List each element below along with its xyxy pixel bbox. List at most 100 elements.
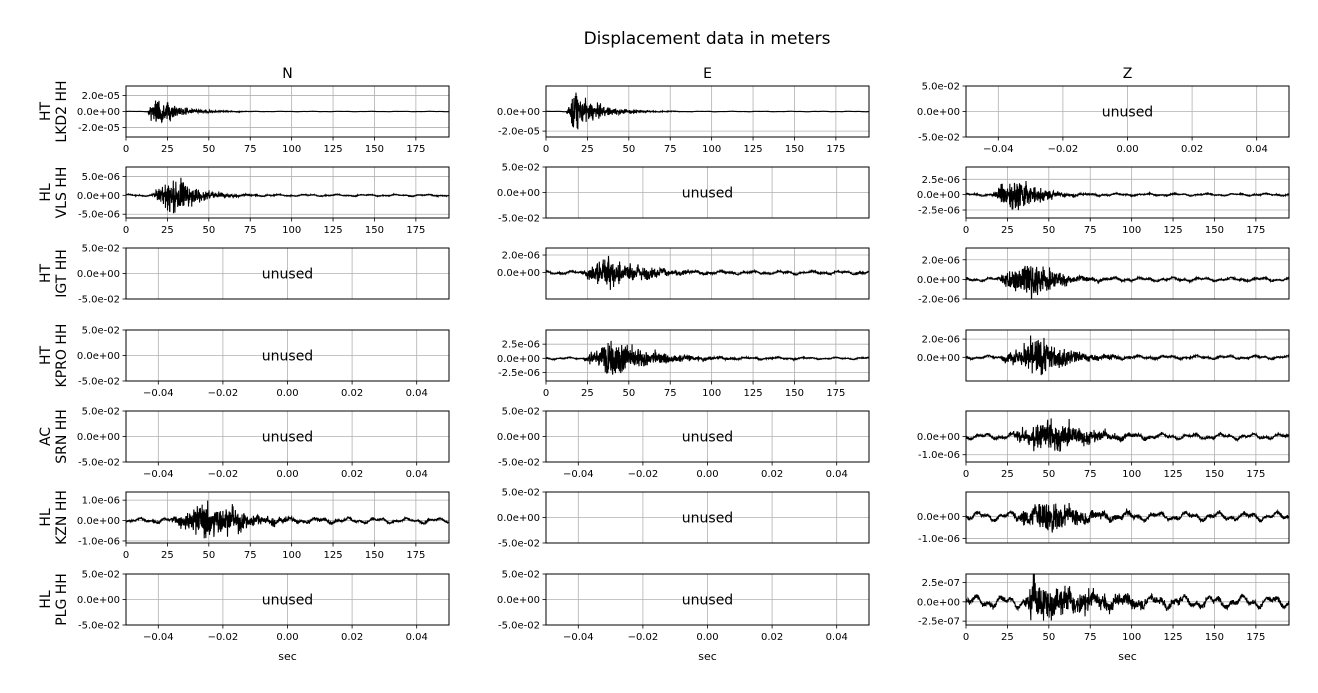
- unused-label: unused: [682, 593, 733, 609]
- axes-frame: [965, 166, 1290, 219]
- row-label-station: PLG HH: [54, 573, 70, 626]
- x-tick-label: 150: [785, 144, 804, 155]
- row-label-network: HL: [38, 590, 54, 609]
- row-label-station: SRN HH: [54, 409, 70, 464]
- x-tick-label: 0: [123, 550, 129, 561]
- y-tick-label: 5.0e-02: [82, 570, 120, 581]
- trace-line: [546, 92, 869, 130]
- row-label-network: HL: [38, 183, 54, 202]
- x-tick-label: 100: [282, 550, 301, 561]
- x-tick-label: 150: [365, 144, 384, 155]
- trace-line: [546, 255, 869, 290]
- y-tick-label: 0.0e+00: [497, 354, 540, 365]
- row-label-station: IGT HH: [54, 249, 70, 298]
- x-tick-label: 125: [1164, 225, 1183, 236]
- y-tick-label: 5.0e-06: [82, 172, 120, 183]
- x-tick-label: −0.04: [563, 632, 594, 643]
- x-tick-label: 0.04: [826, 469, 848, 480]
- y-tick-label: 0.0e+00: [917, 597, 960, 608]
- panel-r2-e: unused 5.0e-02 0.0e+00 -5.0e-02: [497, 163, 870, 225]
- x-tick-label: −0.04: [143, 469, 174, 480]
- y-tick-label: 2.0e-05: [82, 91, 120, 102]
- x-tick-label: 25: [161, 550, 174, 561]
- y-tick-label: 5.0e-02: [502, 488, 540, 499]
- x-tick-label: −0.04: [143, 632, 174, 643]
- x-tick-label: 0.00: [696, 632, 718, 643]
- row-label-station: KPRO HH: [54, 324, 70, 388]
- x-tick-label: −0.02: [208, 632, 239, 643]
- y-tick-label: -2.0e-06: [918, 295, 960, 306]
- y-tick-label: 2.0e-06: [922, 255, 960, 266]
- y-tick-label: 0.0e+00: [77, 269, 120, 280]
- y-tick-label: -2.5e-06: [498, 368, 540, 379]
- x-axis-label-z: sec: [1118, 650, 1137, 663]
- x-tick-label: 125: [744, 388, 763, 399]
- y-tick-label: 0.0e+00: [77, 351, 120, 362]
- x-tick-label: 125: [324, 550, 343, 561]
- y-tick-label: 0.0e+00: [917, 353, 960, 364]
- y-tick-label: -5.0e-02: [78, 295, 120, 306]
- x-tick-label: 150: [1205, 225, 1224, 236]
- x-tick-label: 150: [365, 225, 384, 236]
- panel-r5-z: 0.0e+00 -1.0e-060 25 50 75 100 125 150 175: [917, 410, 1290, 480]
- x-tick-label: 0.00: [276, 469, 298, 480]
- x-tick-label: 75: [244, 550, 257, 561]
- x-tick-label: 50: [202, 225, 215, 236]
- y-tick-label: 2.5e-06: [922, 175, 960, 186]
- x-tick-label: 75: [244, 225, 257, 236]
- y-tick-label: 0.0e+00: [497, 432, 540, 443]
- trace-line: [966, 181, 1289, 211]
- unused-label: unused: [1102, 105, 1153, 121]
- row-label-5: AC SRN HH: [38, 409, 70, 464]
- x-tick-label: 0.00: [1116, 144, 1138, 155]
- axes-frame: [965, 247, 1290, 300]
- y-tick-label: 1.0e-06: [82, 496, 120, 507]
- x-tick-label: 50: [1042, 225, 1055, 236]
- trace-line: [126, 100, 449, 124]
- panel-r5-n: unused 5.0e-02 0.0e+00 -5.0e-02 −0.04 −0.02 0.…: [77, 407, 450, 480]
- x-tick-label: 100: [282, 225, 301, 236]
- y-tick-label: -5.0e-02: [78, 377, 120, 388]
- x-tick-label: 100: [1122, 225, 1141, 236]
- x-tick-label: 75: [664, 388, 677, 399]
- panel-r7-z: 2.5e-07 0.0e+00 -2.5e-070 25 50 75 100 125 150 17…: [917, 573, 1290, 643]
- y-tick-label: -5.0e-02: [78, 621, 120, 632]
- x-tick-label: −0.02: [208, 469, 239, 480]
- unused-label: unused: [682, 186, 733, 202]
- x-tick-label: −0.02: [1048, 144, 1079, 155]
- x-tick-label: −0.04: [563, 469, 594, 480]
- column-header-n: N: [282, 66, 292, 82]
- x-tick-label: 100: [1122, 469, 1141, 480]
- y-tick-label: 0.0e+00: [497, 595, 540, 606]
- panel-r4-n: unused 5.0e-02 0.0e+00 -5.0e-02 −0.04 −0.02 0.…: [77, 326, 450, 399]
- x-axis-label-n: sec: [278, 650, 297, 663]
- x-tick-label: 75: [1084, 469, 1097, 480]
- unused-label: unused: [262, 593, 313, 609]
- trace-line: [126, 177, 449, 214]
- x-tick-label: 75: [244, 144, 257, 155]
- y-tick-label: 0.0e+00: [77, 595, 120, 606]
- trace-line: [546, 340, 869, 375]
- x-tick-label: 100: [282, 144, 301, 155]
- x-tick-label: 25: [1001, 225, 1014, 236]
- column-header-e: E: [703, 66, 712, 82]
- x-tick-label: 25: [1001, 632, 1014, 643]
- trace-line: [966, 335, 1289, 376]
- y-tick-label: 0.0e+00: [497, 268, 540, 279]
- y-tick-label: -5.0e-02: [498, 214, 540, 225]
- x-tick-label: 150: [365, 550, 384, 561]
- y-tick-label: 5.0e-02: [502, 163, 540, 174]
- unused-label: unused: [682, 430, 733, 446]
- y-tick-label: -2.0e-05: [78, 123, 120, 134]
- y-tick-label: 0.0e+00: [77, 191, 120, 202]
- panel-r4-z: 2.0e-06 0.0e+00: [917, 329, 1290, 382]
- y-tick-label: 0.0e+00: [917, 512, 960, 523]
- x-tick-label: 125: [324, 144, 343, 155]
- x-tick-label: 0: [123, 225, 129, 236]
- x-tick-label: 100: [702, 388, 721, 399]
- row-label-network: HT: [38, 102, 54, 122]
- x-tick-label: 150: [1205, 632, 1224, 643]
- panel-r2-z: 2.5e-06 0.0e+00 -2.5e-060 25 50 75 100 125 150 17…: [917, 166, 1290, 236]
- unused-label: unused: [682, 511, 733, 527]
- row-label-network: HL: [38, 508, 54, 527]
